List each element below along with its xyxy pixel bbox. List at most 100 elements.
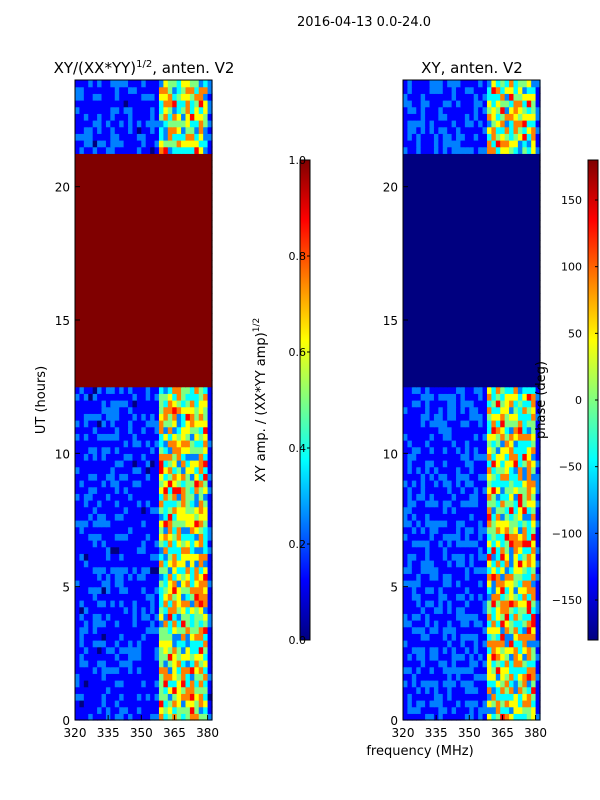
heatmap-cell bbox=[403, 613, 409, 621]
heatmap-cell bbox=[407, 340, 413, 348]
heatmap-cell bbox=[509, 660, 515, 668]
heatmap-cell bbox=[478, 633, 484, 641]
heatmap-cell bbox=[207, 93, 213, 101]
heatmap-cell bbox=[88, 320, 94, 328]
heatmap-cell bbox=[101, 386, 107, 394]
heatmap-cell bbox=[420, 406, 426, 414]
heatmap-cell bbox=[150, 253, 156, 261]
heatmap-cell bbox=[189, 93, 195, 101]
heatmap-cell bbox=[447, 580, 453, 588]
heatmap-cell bbox=[181, 240, 187, 248]
heatmap-cell bbox=[79, 206, 85, 214]
heatmap-cell bbox=[167, 400, 173, 408]
heatmap-cell bbox=[97, 666, 103, 674]
heatmap-cell bbox=[136, 286, 142, 294]
heatmap-cell bbox=[442, 633, 448, 641]
heatmap-cell bbox=[429, 433, 435, 441]
heatmap-cell bbox=[478, 546, 484, 554]
heatmap-cell bbox=[194, 386, 200, 394]
heatmap-cell bbox=[535, 326, 541, 334]
heatmap-cell bbox=[482, 606, 488, 614]
heatmap-cell bbox=[478, 620, 484, 628]
heatmap-cell bbox=[136, 260, 142, 268]
heatmap-cell bbox=[132, 480, 138, 488]
heatmap-cell bbox=[460, 640, 466, 648]
heatmap-cell bbox=[456, 453, 462, 461]
heatmap-cell bbox=[442, 453, 448, 461]
heatmap-cell bbox=[509, 573, 515, 581]
heatmap-cell bbox=[456, 366, 462, 374]
heatmap-cell bbox=[433, 400, 439, 408]
heatmap-cell bbox=[464, 446, 470, 454]
heatmap-cell bbox=[92, 273, 98, 281]
heatmap-cell bbox=[105, 180, 111, 188]
heatmap-cell bbox=[526, 580, 532, 588]
heatmap-cell bbox=[136, 513, 142, 521]
heatmap-cell bbox=[158, 573, 164, 581]
heatmap-cell bbox=[101, 160, 107, 168]
heatmap-cell bbox=[123, 466, 129, 474]
heatmap-cell bbox=[181, 306, 187, 314]
heatmap-cell bbox=[522, 433, 528, 441]
heatmap-cell bbox=[123, 513, 129, 521]
heatmap-cell bbox=[526, 566, 532, 574]
heatmap-cell bbox=[500, 666, 506, 674]
heatmap-cell bbox=[407, 446, 413, 454]
heatmap-cell bbox=[500, 686, 506, 694]
heatmap-cell bbox=[189, 680, 195, 688]
heatmap-cell bbox=[535, 340, 541, 348]
heatmap-cell bbox=[456, 560, 462, 568]
heatmap-cell bbox=[198, 580, 204, 588]
heatmap-cell bbox=[198, 560, 204, 568]
heatmap-cell bbox=[123, 646, 129, 654]
heatmap-cell bbox=[136, 526, 142, 534]
heatmap-cell bbox=[447, 586, 453, 594]
heatmap-cell bbox=[416, 426, 422, 434]
heatmap-cell bbox=[509, 546, 515, 554]
heatmap-cell bbox=[185, 533, 191, 541]
heatmap-cell bbox=[88, 640, 94, 648]
heatmap-cell bbox=[145, 186, 151, 194]
heatmap-cell bbox=[163, 366, 169, 374]
heatmap-cell bbox=[145, 626, 151, 634]
heatmap-cell bbox=[198, 613, 204, 621]
heatmap-cell bbox=[433, 360, 439, 368]
heatmap-cell bbox=[500, 706, 506, 714]
heatmap-cell bbox=[438, 700, 444, 708]
heatmap-cell bbox=[92, 353, 98, 361]
heatmap-cell bbox=[486, 573, 492, 581]
heatmap-cell bbox=[101, 186, 107, 194]
heatmap-cell bbox=[83, 706, 89, 714]
heatmap-cell bbox=[433, 633, 439, 641]
heatmap-cell bbox=[442, 586, 448, 594]
heatmap-cell bbox=[535, 446, 541, 454]
heatmap-cell bbox=[504, 433, 510, 441]
heatmap-cell bbox=[189, 340, 195, 348]
heatmap-cell bbox=[141, 406, 147, 414]
heatmap-cell bbox=[101, 380, 107, 388]
heatmap-cell bbox=[189, 186, 195, 194]
heatmap-cell bbox=[136, 86, 142, 94]
heatmap-cell bbox=[403, 660, 409, 668]
heatmap-cell bbox=[411, 373, 417, 381]
heatmap-cell bbox=[132, 540, 138, 548]
heatmap-cell bbox=[79, 453, 85, 461]
heatmap-cell bbox=[189, 566, 195, 574]
heatmap-cell bbox=[97, 493, 103, 501]
heatmap-cell bbox=[75, 206, 81, 214]
colorbar-tick-label: 0.4 bbox=[289, 442, 307, 455]
heatmap-cell bbox=[535, 593, 541, 601]
heatmap-cell bbox=[207, 306, 213, 314]
heatmap-cell bbox=[123, 446, 129, 454]
heatmap-cell bbox=[429, 426, 435, 434]
heatmap-cell bbox=[132, 260, 138, 268]
heatmap-cell bbox=[88, 413, 94, 421]
heatmap-cell bbox=[110, 180, 116, 188]
heatmap-cell bbox=[79, 346, 85, 354]
heatmap-cell bbox=[83, 500, 89, 508]
heatmap-cell bbox=[92, 533, 98, 541]
heatmap-cell bbox=[429, 573, 435, 581]
heatmap-cell bbox=[473, 653, 479, 661]
heatmap-cell bbox=[456, 693, 462, 701]
heatmap-cell bbox=[500, 413, 506, 421]
